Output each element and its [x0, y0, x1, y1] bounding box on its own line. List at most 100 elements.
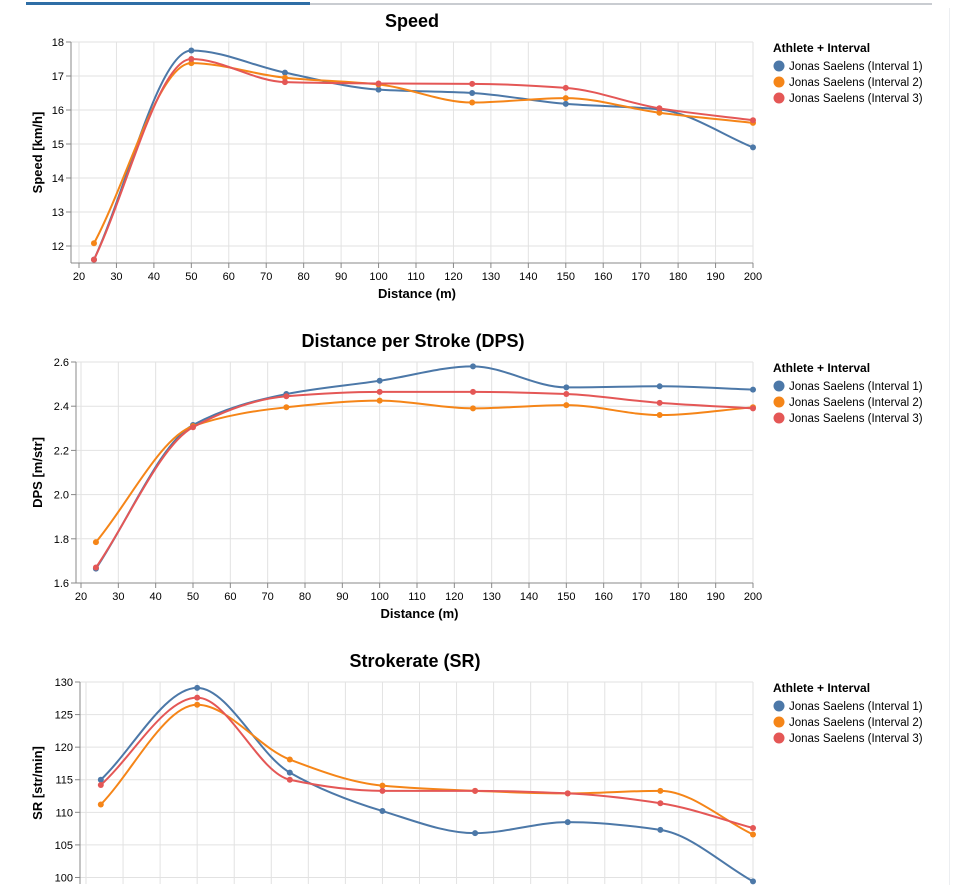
series-line: [100, 696, 754, 829]
x-tick-label: 100: [369, 271, 387, 283]
data-point: [188, 56, 195, 62]
tab-bar-underline: [310, 3, 932, 5]
data-point: [194, 684, 201, 691]
y-tick-label: 2.6: [54, 357, 69, 369]
series-1: [92, 363, 756, 572]
legend-title: Athlete + Interval: [773, 681, 870, 695]
x-tick-label: 110: [407, 271, 425, 283]
legend-symbol: [773, 716, 785, 728]
data-point: [92, 539, 99, 546]
x-tick-label: 60: [223, 271, 235, 283]
data-point: [379, 782, 386, 789]
y-tick-label: 100: [55, 872, 73, 884]
grid-lines: [80, 681, 754, 884]
y-tick-label: 1.6: [54, 578, 69, 590]
data-point: [470, 363, 476, 370]
x-tick-label: 200: [744, 271, 762, 283]
y-tick-label: 2.2: [54, 445, 69, 457]
x-tick-label: 130: [482, 591, 500, 603]
series-line: [93, 57, 754, 261]
grid-lines: [71, 41, 754, 263]
data-point: [281, 69, 288, 76]
legend-symbol: [773, 92, 785, 104]
series-3: [92, 388, 756, 571]
x-tick-label: 130: [482, 271, 500, 283]
series-1: [90, 47, 756, 263]
data-point: [656, 109, 663, 116]
data-point: [375, 80, 382, 87]
legend-title: Athlete + Interval: [773, 41, 870, 55]
y-axis-title: DPS [m/str]: [30, 437, 45, 508]
data-point: [563, 384, 570, 391]
dps-chart: Distance per Stroke (DPS) 1.6 1.8 2.0 2.2 2.4…: [30, 331, 923, 621]
x-tick-label: 60: [224, 591, 236, 603]
x-tick-label: 190: [706, 591, 724, 603]
y-tick-label: 110: [55, 807, 73, 819]
y-tick-label: 15: [52, 139, 64, 151]
data-point: [562, 95, 569, 102]
series-line: [100, 703, 754, 836]
legend-symbol: [773, 380, 785, 392]
data-point: [750, 824, 756, 831]
data-point: [286, 776, 293, 783]
data-point: [281, 74, 288, 81]
data-point: [286, 756, 293, 763]
tab-active-indicator[interactable]: [26, 2, 310, 5]
series-3: [90, 56, 756, 263]
series-line: [100, 686, 754, 883]
legend-label: Jonas Saelens (Interval 2): [789, 77, 923, 89]
x-tick-label: 90: [335, 271, 347, 283]
data-point: [564, 790, 571, 797]
y-tick-label: 130: [55, 677, 73, 689]
data-point: [562, 100, 569, 107]
y-tick-label: 2.4: [54, 401, 69, 413]
legend-symbol: [773, 700, 785, 712]
data-point: [376, 397, 383, 404]
x-tick-label: 100: [370, 591, 388, 603]
data-point: [750, 386, 756, 393]
speed-chart: Speed 12 13 14 15 16 17 18 Speed [km/h] 20 30 40 50 6…: [30, 11, 923, 301]
y-tick-label: 13: [52, 207, 64, 219]
x-tick-label: 120: [445, 591, 463, 603]
x-tick-label: 180: [669, 271, 687, 283]
series-line: [95, 390, 754, 569]
y-tick-label: 1.8: [54, 534, 69, 546]
x-tick-label: 20: [73, 271, 85, 283]
data-point: [750, 831, 756, 838]
x-tick-label: 150: [557, 591, 575, 603]
data-point: [97, 801, 104, 808]
legend-symbol: [773, 76, 785, 88]
data-point: [469, 90, 476, 96]
chart-title: Speed: [385, 11, 439, 31]
data-point: [375, 86, 382, 93]
legend-label: Jonas Saelens (Interval 2): [789, 717, 923, 729]
x-tick-label: 120: [444, 271, 462, 283]
legend: Athlete + Interval Jonas Saelens (Interva…: [773, 681, 923, 745]
x-tick-label: 160: [594, 271, 612, 283]
legend-label: Jonas Saelens (Interval 2): [789, 397, 923, 409]
x-tick-label: 180: [669, 591, 687, 603]
legend-symbol: [773, 732, 785, 744]
legend-label: Jonas Saelens (Interval 1): [789, 61, 923, 73]
series-line: [93, 62, 754, 244]
x-tick-label: 140: [519, 271, 537, 283]
data-point: [97, 776, 104, 783]
data-point: [97, 781, 104, 788]
y-tick-label: 115: [55, 775, 73, 787]
data-point: [750, 117, 756, 124]
data-point: [563, 402, 570, 409]
data-point: [657, 787, 664, 794]
series-line: [93, 49, 754, 261]
legend-symbol: [773, 412, 785, 424]
y-tick-label: 16: [52, 105, 64, 117]
series-2: [97, 701, 756, 838]
x-axis-title: Distance (m): [380, 606, 458, 621]
x-tick-label: 70: [262, 591, 274, 603]
data-point: [376, 388, 383, 395]
data-point: [656, 412, 663, 419]
x-tick-label: 200: [744, 591, 762, 603]
panel-border: [949, 8, 950, 885]
data-point: [92, 564, 99, 571]
data-point: [470, 405, 476, 412]
data-point: [656, 105, 663, 112]
